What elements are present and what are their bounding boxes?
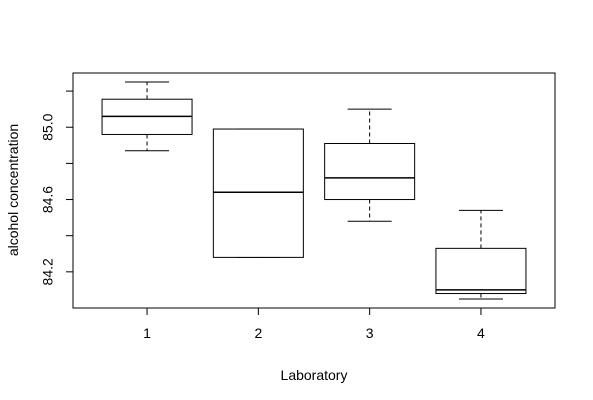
x-tick-label: 4	[477, 325, 485, 341]
box	[435, 247, 527, 295]
y-tick-label: 84.6	[40, 186, 56, 213]
x-tick-label: 3	[366, 325, 374, 341]
box	[324, 143, 416, 201]
plot-frame	[72, 72, 556, 309]
y-axis-label: alcohol concentration	[5, 124, 21, 256]
y-tick-label: 84.2	[40, 258, 56, 285]
x-tick-label: 1	[143, 325, 151, 341]
x-tick-label: 2	[254, 325, 262, 341]
x-axis-label: Laboratory	[281, 367, 348, 383]
y-tick-label: 85.0	[40, 113, 56, 140]
box	[212, 128, 304, 258]
